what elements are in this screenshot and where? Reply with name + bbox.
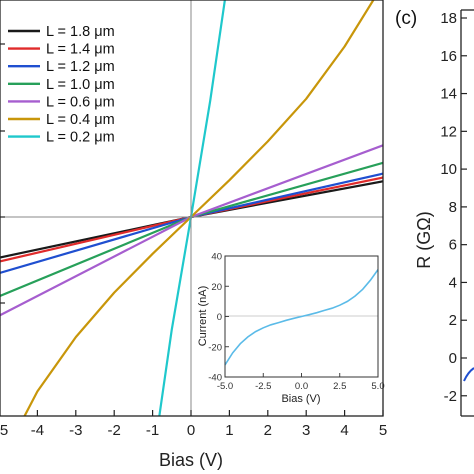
x-tick-label: 3: [302, 422, 310, 439]
inset-y-tick-label: -20: [208, 342, 222, 353]
main-chart: 5 -4 -3 -2 -1 0 1 2 3 4 5 Bias (V) L = 1.8 μmL = 1…: [0, 0, 387, 470]
panel-label-c: (c): [395, 8, 417, 29]
inset-y-tick-label: -40: [208, 373, 222, 384]
right-y-tick-label: 14: [440, 86, 457, 103]
inset-y-axis-label: Current (nA): [197, 286, 209, 347]
inset-background: [196, 236, 379, 408]
right-y-tick-label: 16: [440, 48, 457, 65]
right-y-tick-label: 18: [440, 10, 457, 27]
right-y-tick-label: 2: [449, 312, 457, 329]
inset-y-ticks: 40 20 0 -20 -40: [208, 252, 229, 384]
main-x-axis-label: Bias (V): [159, 450, 223, 470]
inset-x-ticks: -5.0 -2.5 0.0 2.5 5.0: [217, 373, 385, 392]
right-y-tick-label: -2: [444, 388, 457, 405]
legend-entry: L = 1.4 μm: [46, 42, 115, 58]
x-tick-label: 1: [225, 422, 233, 439]
legend-entry: L = 0.4 μm: [46, 112, 115, 128]
right-y-tick-label: 4: [449, 274, 457, 291]
inset-x-tick-label: 2.5: [333, 381, 346, 392]
inset-x-tick-label: 5.0: [371, 381, 384, 392]
x-tick-label: -2: [108, 422, 121, 439]
legend-entry: L = 1.8 μm: [46, 24, 115, 40]
x-tick-label: 4: [340, 422, 348, 439]
inset-chart: -5.0 -2.5 0.0 2.5 5.0 40 20 0 -20 -40 Bias (V) C…: [196, 236, 385, 408]
x-tick-label: -3: [69, 422, 82, 439]
x-tick-label: -4: [31, 422, 44, 439]
x-tick-label: 2: [264, 422, 272, 439]
right-chart: (c) R (GΩ) 18 16 14 12 10 8 6 4 2 0 -2: [395, 8, 474, 417]
right-data-fragment: [463, 367, 474, 382]
main-x-ticks: 5 -4 -3 -2 -1 0 1 2 3 4 5: [0, 43, 387, 439]
inset-x-axis-label: Bias (V): [281, 393, 320, 405]
right-y-tick-label: 6: [449, 237, 457, 254]
right-y-tick-label: 8: [449, 199, 457, 216]
inset-y-tick-label: 0: [217, 312, 222, 323]
legend-entry: L = 1.2 μm: [46, 59, 115, 75]
inset-x-tick-label: -5.0: [217, 381, 233, 392]
right-y-tick-label: 10: [440, 161, 457, 178]
legend-entry: L = 0.2 μm: [46, 130, 115, 146]
right-y-tick-label: 0: [449, 350, 457, 367]
x-tick-label: 0: [187, 422, 195, 439]
right-y-tick-label: 12: [440, 123, 457, 140]
right-y-ticks: 18 16 14 12 10 8 6 4 2 0 -2: [440, 10, 467, 405]
inset-y-tick-label: 20: [211, 282, 222, 293]
x-tick-label: -1: [146, 422, 159, 439]
right-y-axis-label: R (GΩ): [414, 211, 434, 268]
x-tick-label: 5: [379, 422, 387, 439]
inset-x-tick-label: 0.0: [295, 381, 308, 392]
legend-entry: L = 0.6 μm: [46, 94, 115, 110]
x-tick-label: 5: [0, 422, 8, 439]
inset-series-line: [224, 269, 379, 366]
main-legend: L = 1.8 μm L = 1.4 μmL = 1.2 μm L = 1.0 μm…: [8, 24, 115, 146]
legend-entry: L = 1.0 μm: [46, 77, 115, 93]
inset-x-tick-label: -2.5: [255, 381, 271, 392]
inset-y-tick-label: 40: [211, 252, 222, 263]
